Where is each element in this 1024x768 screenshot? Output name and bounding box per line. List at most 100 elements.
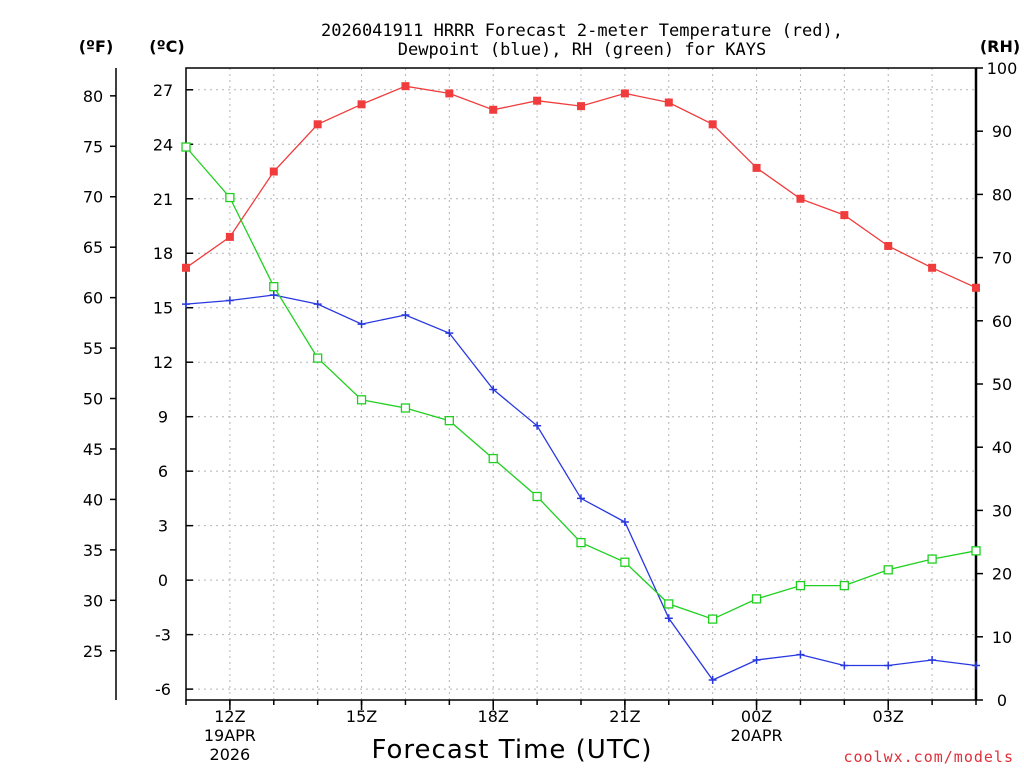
x-tick-label: 12Z — [214, 707, 245, 726]
celsius-tick-label: 3 — [158, 517, 168, 536]
chart-title-line-1: 2026041911 HRRR Forecast 2-meter Tempera… — [321, 21, 843, 41]
x-tick-year: 2026 — [210, 745, 251, 764]
rh-tick-label: 100 — [987, 59, 1018, 78]
temperature-point — [445, 89, 454, 98]
temperature-point — [357, 100, 366, 109]
rh-point — [356, 395, 367, 405]
rh-point — [313, 353, 323, 363]
rh-point — [225, 192, 235, 203]
celsius-tick-label: 21 — [153, 190, 173, 209]
celsius-tick-label: 24 — [153, 135, 173, 154]
temperature-point — [928, 263, 937, 272]
celsius-tick-label: 6 — [158, 462, 168, 481]
axis-ticks: -6 -3 0 3 6 9 12 15 18 21 24 27 25 30 35 40 45 50 55 60 65 70… — [83, 59, 1017, 764]
rh-point — [400, 403, 411, 413]
rh-point — [927, 554, 937, 564]
data-series — [181, 82, 981, 685]
temperature-point — [533, 96, 542, 105]
fahrenheit-tick-label: 25 — [83, 642, 103, 661]
rh-point — [620, 557, 630, 567]
dewpoint-point — [313, 300, 322, 309]
rh-tick-label: 10 — [992, 628, 1012, 647]
celsius-tick-label: 27 — [153, 81, 173, 100]
dewpoint-point — [269, 291, 278, 300]
rh-point — [488, 453, 498, 464]
source-credit: coolwx.com/models — [843, 748, 1014, 766]
x-tick-label: 15Z — [346, 707, 377, 726]
fahrenheit-tick-label: 70 — [83, 188, 103, 207]
celsius-tick-label: -3 — [155, 626, 171, 645]
temperature-point — [489, 105, 498, 114]
temperature-point — [708, 120, 717, 129]
fahrenheit-tick-label: 40 — [83, 490, 103, 509]
temperature-point — [313, 120, 322, 129]
celsius-tick-label: 15 — [153, 299, 173, 318]
rh-tick-label: 60 — [992, 312, 1012, 331]
rh-tick-label: 90 — [992, 122, 1012, 141]
x-tick-label: 18Z — [478, 707, 509, 726]
fahrenheit-tick-label: 30 — [83, 591, 103, 610]
dewpoint-point — [796, 650, 805, 659]
x-tick-date: 19APR — [204, 726, 256, 745]
x-tick-label: 03Z — [873, 707, 904, 726]
dewpoint-point — [533, 421, 542, 430]
rh-point — [839, 580, 849, 591]
dewpoint-line — [185, 294, 977, 681]
temperature-point — [796, 194, 805, 203]
rh-tick-label: 20 — [992, 565, 1012, 584]
celsius-tick-label: 12 — [153, 353, 173, 372]
temperature-point — [664, 98, 673, 107]
dewpoint-point — [401, 310, 410, 319]
rh-point — [664, 599, 674, 609]
temperature-point — [182, 263, 190, 272]
rh-point — [795, 580, 806, 591]
dewpoint-point — [708, 676, 717, 685]
plot-frame — [185, 67, 977, 701]
rh-tick-label: 0 — [997, 691, 1007, 710]
dewpoint-point — [225, 296, 234, 305]
fahrenheit-unit-label: (ºF) — [79, 37, 114, 56]
fahrenheit-tick-label: 35 — [83, 541, 103, 560]
dewpoint-point — [577, 494, 585, 503]
fahrenheit-tick-label: 45 — [83, 440, 103, 459]
temperature-point — [225, 232, 234, 241]
fahrenheit-tick-label: 75 — [83, 137, 103, 156]
temperature-point — [972, 283, 980, 292]
celsius-tick-label: 9 — [158, 408, 168, 427]
grid-lines — [186, 68, 976, 700]
celsius-tick-label: 18 — [153, 244, 173, 263]
dewpoint-point — [972, 661, 980, 670]
dewpoint-point — [445, 329, 454, 338]
temperature-point — [269, 167, 278, 176]
celsius-tick-label: -6 — [155, 680, 171, 699]
dewpoint-point — [752, 656, 761, 665]
x-axis-label: Forecast Time (UTC) — [371, 735, 652, 765]
chart-title-line-2: Dewpoint (blue), RH (green) for KAYS — [398, 40, 766, 60]
rh-point — [708, 614, 718, 624]
fahrenheit-tick-label: 80 — [83, 87, 103, 106]
dewpoint-point — [182, 300, 190, 309]
fahrenheit-tick-label: 55 — [83, 339, 103, 358]
rh-tick-label: 40 — [992, 438, 1012, 457]
temperature-point — [884, 241, 893, 250]
dewpoint-point — [840, 661, 849, 670]
dewpoint-point — [884, 661, 893, 670]
fahrenheit-tick-label: 65 — [83, 238, 103, 257]
rh-tick-label: 30 — [992, 501, 1012, 520]
rh-point — [751, 594, 762, 604]
temperature-point — [620, 89, 629, 98]
celsius-tick-label: 0 — [158, 571, 168, 590]
x-tick-date: 20APR — [731, 726, 783, 745]
dewpoint-point — [489, 385, 498, 394]
temperature-point — [577, 102, 585, 111]
rh-unit-label: (RH) — [980, 37, 1020, 56]
rh-point — [576, 537, 586, 548]
temperature-point — [401, 82, 410, 91]
celsius-unit-label: (ºC) — [149, 37, 184, 56]
rh-point — [269, 282, 279, 292]
rh-tick-label: 80 — [992, 185, 1012, 204]
dewpoint-point — [357, 320, 366, 329]
x-tick-label: 21Z — [609, 707, 640, 726]
rh-point — [971, 546, 981, 556]
